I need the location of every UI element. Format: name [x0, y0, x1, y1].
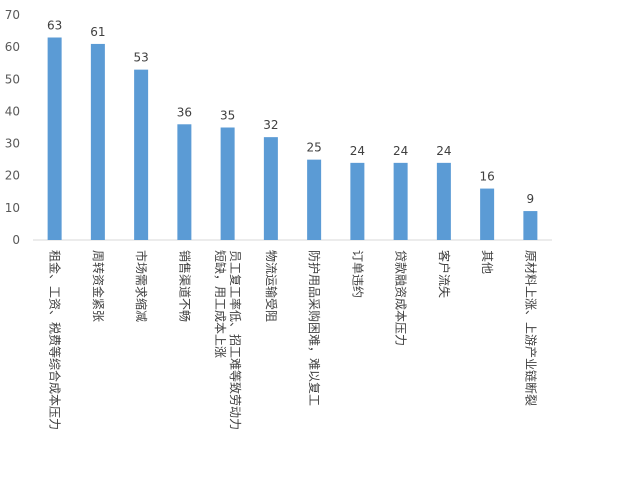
bar [350, 162, 365, 240]
data-label: 24 [393, 144, 408, 158]
data-label: 24 [350, 144, 365, 158]
data-label: 53 [133, 51, 148, 65]
category-label: 订单违约 [350, 250, 365, 298]
bar [220, 127, 235, 240]
category-label: 销售渠道不畅 [177, 250, 192, 322]
bar [480, 188, 495, 240]
y-tick-label: 60 [5, 40, 20, 54]
bar [134, 69, 149, 241]
bar [90, 43, 105, 240]
category-label: 物流运输受阻 [264, 250, 279, 322]
y-tick-label: 10 [5, 201, 20, 215]
data-label: 24 [436, 144, 451, 158]
category-label: 贷款融资成本压力 [394, 250, 408, 346]
category-label: 客户流失 [437, 250, 452, 298]
data-label: 16 [479, 170, 494, 184]
bar [263, 137, 278, 240]
bar [307, 159, 322, 240]
data-label: 35 [220, 109, 235, 123]
bar [47, 37, 62, 240]
data-label: 63 [47, 19, 62, 33]
category-label: 其他 [480, 250, 494, 274]
y-tick-label: 30 [5, 137, 20, 151]
data-label: 61 [90, 25, 105, 39]
bar [177, 124, 192, 240]
category-label: 原材料上涨、上游产业链断裂 [523, 250, 538, 406]
y-tick-label: 50 [5, 72, 20, 86]
bar [523, 211, 538, 240]
y-tick-label: 20 [5, 169, 20, 183]
data-label: 36 [177, 105, 192, 119]
y-tick-label: 0 [12, 233, 20, 247]
y-tick-label: 70 [5, 8, 20, 22]
y-tick-label: 40 [5, 104, 20, 118]
category-label: 市场需求缩减 [134, 250, 149, 322]
data-label: 25 [306, 141, 321, 155]
category-label: 防护用品采购困难，难以复工 [307, 250, 322, 406]
category-label: 员工复工率低、招工难等致劳动力 [228, 250, 243, 430]
category-label: 周转资金紧张 [91, 250, 106, 322]
data-label: 32 [263, 118, 278, 132]
data-label: 9 [527, 192, 535, 206]
bar [436, 162, 451, 240]
bar [393, 162, 408, 240]
category-label: 租金、工资、税费等综合成本压力 [48, 250, 63, 430]
category-label: 短缺，用工成本上涨 [213, 250, 228, 358]
